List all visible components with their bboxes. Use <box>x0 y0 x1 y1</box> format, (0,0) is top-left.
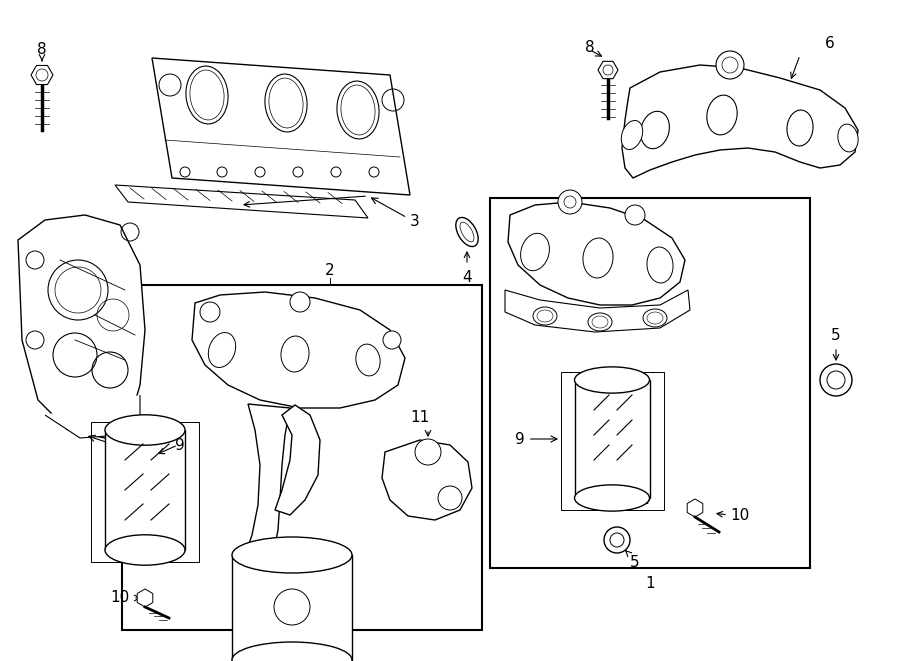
Text: 1: 1 <box>645 576 655 591</box>
Text: 9: 9 <box>175 438 184 453</box>
Circle shape <box>290 292 310 312</box>
Ellipse shape <box>208 332 236 368</box>
Text: 10: 10 <box>111 590 130 605</box>
Bar <box>232 555 352 660</box>
Text: 3: 3 <box>372 198 419 229</box>
Circle shape <box>369 167 379 177</box>
Circle shape <box>217 167 227 177</box>
Polygon shape <box>137 589 153 607</box>
Bar <box>122 285 482 630</box>
Circle shape <box>716 51 744 79</box>
Ellipse shape <box>574 485 650 511</box>
Polygon shape <box>382 440 472 520</box>
Text: 8: 8 <box>585 40 595 54</box>
Ellipse shape <box>520 233 549 271</box>
Polygon shape <box>192 292 405 408</box>
Ellipse shape <box>838 124 858 152</box>
Ellipse shape <box>588 313 612 331</box>
Text: 5: 5 <box>630 555 640 570</box>
Circle shape <box>293 167 303 177</box>
Text: 8: 8 <box>37 42 47 58</box>
Ellipse shape <box>281 336 309 372</box>
Polygon shape <box>240 404 290 590</box>
Ellipse shape <box>608 478 626 502</box>
Text: 9: 9 <box>515 432 557 446</box>
Text: 6: 6 <box>825 36 835 50</box>
Polygon shape <box>598 61 618 79</box>
Polygon shape <box>622 65 858 178</box>
Circle shape <box>255 167 265 177</box>
Ellipse shape <box>337 81 379 139</box>
Circle shape <box>558 190 582 214</box>
Text: 7: 7 <box>89 436 149 463</box>
Polygon shape <box>115 185 368 218</box>
Ellipse shape <box>232 642 352 661</box>
Ellipse shape <box>105 535 185 565</box>
Bar <box>490 198 810 568</box>
Ellipse shape <box>641 111 670 149</box>
Ellipse shape <box>647 247 673 283</box>
Circle shape <box>331 167 341 177</box>
Text: 5: 5 <box>832 328 841 343</box>
Polygon shape <box>18 215 145 438</box>
Bar <box>561 372 664 510</box>
Ellipse shape <box>186 66 228 124</box>
Circle shape <box>625 205 645 225</box>
Text: 10: 10 <box>730 508 749 522</box>
Polygon shape <box>508 202 685 305</box>
Circle shape <box>438 486 462 510</box>
Ellipse shape <box>787 110 813 146</box>
Text: 4: 4 <box>463 270 472 285</box>
Bar <box>575 380 650 498</box>
Polygon shape <box>45 395 140 438</box>
Circle shape <box>415 439 441 465</box>
Bar <box>105 430 185 550</box>
Circle shape <box>604 527 630 553</box>
Circle shape <box>200 302 220 322</box>
Ellipse shape <box>105 415 185 446</box>
Ellipse shape <box>265 74 307 132</box>
Polygon shape <box>152 58 410 195</box>
Ellipse shape <box>574 367 650 393</box>
Ellipse shape <box>706 95 737 135</box>
Text: 2: 2 <box>325 263 335 278</box>
Polygon shape <box>688 499 703 517</box>
Circle shape <box>383 331 401 349</box>
Ellipse shape <box>621 120 643 149</box>
Ellipse shape <box>643 309 667 327</box>
Circle shape <box>820 364 852 396</box>
Ellipse shape <box>356 344 380 376</box>
Ellipse shape <box>583 238 613 278</box>
Ellipse shape <box>232 537 352 573</box>
Polygon shape <box>505 290 690 332</box>
Text: 11: 11 <box>410 410 429 425</box>
Ellipse shape <box>455 217 478 247</box>
Bar <box>91 422 199 562</box>
Circle shape <box>180 167 190 177</box>
Polygon shape <box>31 65 53 85</box>
Text: 4: 4 <box>640 492 650 508</box>
Polygon shape <box>275 405 320 515</box>
Ellipse shape <box>533 307 557 325</box>
